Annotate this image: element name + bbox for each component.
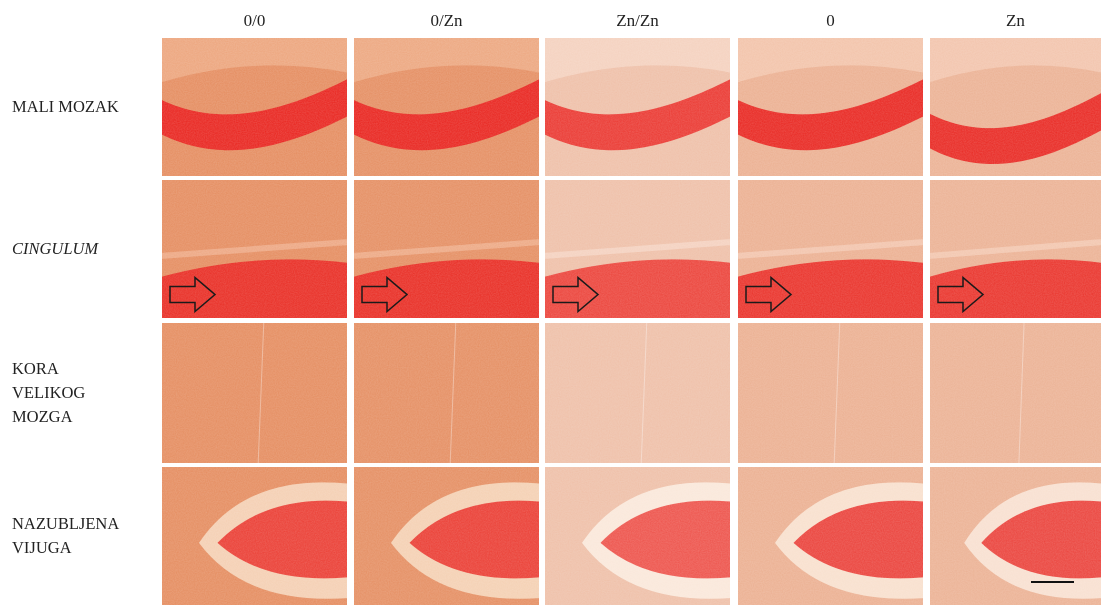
micrograph-dentate-4 (930, 467, 1101, 605)
row-label-3: NAZUBLJENA VIJUGA (12, 467, 157, 605)
micrograph-dentate-0 (162, 467, 347, 605)
micrograph-cortex-2 (545, 323, 730, 463)
column-header-2: Zn/Zn (616, 11, 659, 30)
row-label-line: MALI MOZAK (12, 97, 119, 116)
column-header-3: 0 (826, 11, 835, 30)
micrograph-cortex-0 (162, 323, 347, 463)
scale-bar (1031, 581, 1074, 583)
row-label-line: CINGULUM (12, 239, 99, 258)
micrograph-cingulum-1 (354, 180, 539, 318)
micrograph-cortex-1 (354, 323, 539, 463)
micrograph-cerebellum-4 (930, 38, 1101, 176)
row-label-0: MALI MOZAK (12, 38, 157, 176)
micrograph-cingulum-2 (545, 180, 730, 318)
row-label-line: VIJUGA (12, 538, 72, 557)
micrograph-cerebellum-0 (162, 38, 347, 176)
micrograph-cingulum-3 (738, 180, 923, 318)
row-label-line: VELIKOG (12, 383, 86, 402)
micrograph-dentate-1 (354, 467, 539, 605)
arrow-icon (361, 275, 409, 314)
row-label-line: MOZGA (12, 407, 73, 426)
column-header-0: 0/0 (243, 11, 266, 30)
column-header-4: Zn (1006, 11, 1025, 30)
column-header-1: 0/Zn (430, 11, 463, 30)
row-label-line: KORA (12, 359, 59, 378)
micrograph-cortex-4 (930, 323, 1101, 463)
micrograph-dentate-3 (738, 467, 923, 605)
row-label-2: KORA VELIKOG MOZGA (12, 323, 157, 463)
micrograph-cingulum-0 (162, 180, 347, 318)
arrow-icon (937, 275, 985, 314)
micrograph-dentate-2 (545, 467, 730, 605)
micrograph-cerebellum-3 (738, 38, 923, 176)
micrograph-cingulum-4 (930, 180, 1101, 318)
row-label-line: NAZUBLJENA (12, 514, 120, 533)
micrograph-cerebellum-1 (354, 38, 539, 176)
arrow-icon (169, 275, 217, 314)
arrow-icon (552, 275, 600, 314)
row-label-1: CINGULUM (12, 180, 157, 318)
arrow-icon (745, 275, 793, 314)
micrograph-cerebellum-2 (545, 38, 730, 176)
micrograph-cortex-3 (738, 323, 923, 463)
